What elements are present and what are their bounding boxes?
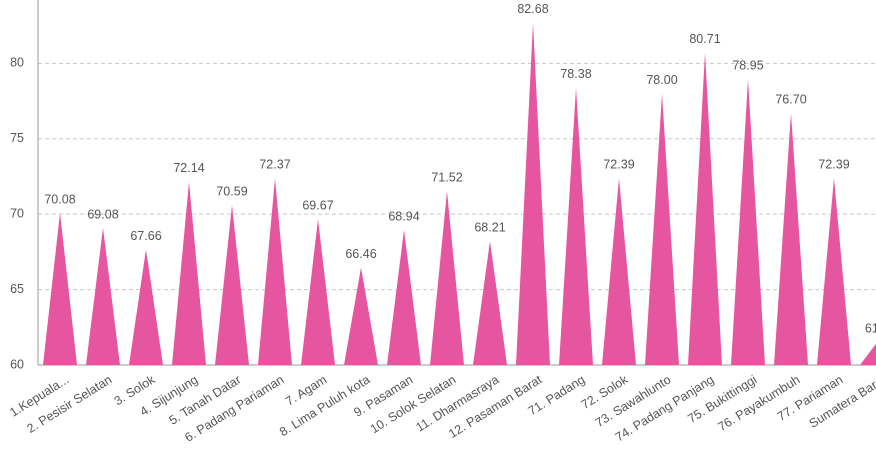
spike <box>301 219 335 365</box>
y-tick-label: 75 <box>10 131 24 145</box>
value-label: 72.39 <box>818 157 849 171</box>
spike <box>86 228 120 365</box>
spike <box>602 178 636 365</box>
spike <box>344 267 378 365</box>
value-label: 78.00 <box>646 73 677 87</box>
spike <box>473 241 507 365</box>
spike <box>645 93 679 365</box>
value-label: 71.52 <box>431 171 462 185</box>
value-label: 67.66 <box>130 229 161 243</box>
spike <box>559 87 593 365</box>
spike <box>817 178 851 365</box>
value-label: 66.46 <box>345 247 376 261</box>
y-tick-label: 65 <box>10 282 24 296</box>
value-label: 70.08 <box>44 192 75 206</box>
spike <box>258 178 292 365</box>
y-tick-label: 70 <box>10 206 24 220</box>
value-label: 76.70 <box>775 92 806 106</box>
value-label: 68.94 <box>388 209 419 223</box>
value-label: 78.95 <box>732 58 763 72</box>
value-label: 70.59 <box>216 185 247 199</box>
value-label: 80.71 <box>689 32 720 46</box>
y-tick-label: 80 <box>10 56 24 70</box>
spike <box>688 52 722 365</box>
spike <box>129 249 163 365</box>
value-label: 72.39 <box>603 157 634 171</box>
spike <box>516 22 550 365</box>
value-label: 69.67 <box>302 198 333 212</box>
spike <box>215 205 249 365</box>
value-label: 61.5 <box>865 322 876 336</box>
value-label: 69.08 <box>87 207 118 221</box>
value-label: 82.68 <box>517 2 548 16</box>
spike <box>430 191 464 365</box>
spike <box>860 343 876 365</box>
y-tick-label: 60 <box>10 357 24 371</box>
value-label: 72.14 <box>173 161 204 175</box>
value-label: 72.37 <box>259 158 290 172</box>
value-label: 68.21 <box>474 220 505 234</box>
spike <box>774 113 808 365</box>
value-label: 78.38 <box>560 67 591 81</box>
spike <box>387 230 421 365</box>
spike <box>731 79 765 365</box>
spike <box>43 212 77 365</box>
spike <box>172 181 206 365</box>
